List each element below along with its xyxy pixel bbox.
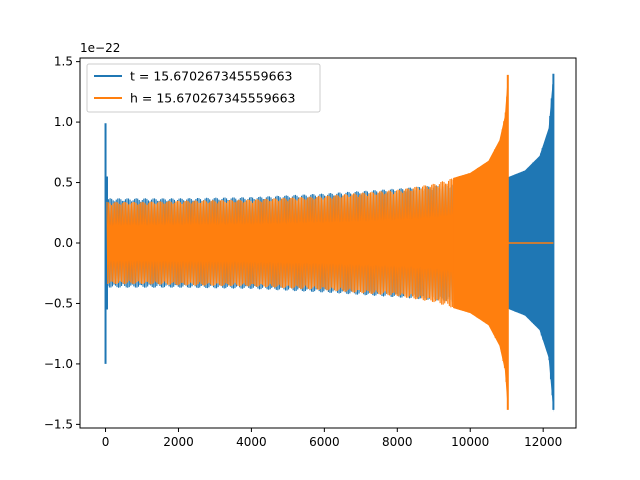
y-axis: −1.5 −1.0 −0.5 0.0 0.5 1.0 1.5 — [44, 55, 80, 431]
y-tick-label: −1.0 — [44, 357, 73, 371]
y-tick-label: −0.5 — [44, 296, 73, 310]
series-2-line — [106, 96, 509, 397]
legend-box — [86, 63, 321, 113]
y-tick-label: 0.5 — [54, 176, 73, 190]
x-tick-label: 8000 — [382, 435, 413, 449]
y-tick-label: 1.0 — [54, 115, 73, 129]
y-tick-label: 1.5 — [54, 55, 73, 69]
x-tick-label: 0 — [102, 435, 110, 449]
y-tick-label: 0.0 — [54, 236, 73, 250]
x-tick-label: 6000 — [309, 435, 340, 449]
x-tick-label: 4000 — [236, 435, 267, 449]
x-tick-label: 2000 — [163, 435, 194, 449]
y-tick-label: −1.5 — [44, 417, 73, 431]
y-offset-label: 1e−22 — [80, 41, 120, 55]
x-tick-label: 12000 — [524, 435, 562, 449]
series-2-dense-band — [453, 76, 508, 410]
legend-label-series-2: h = 15.670267345559663 — [130, 91, 296, 106]
legend: t = 15.670267345559663 h = 15.6702673455… — [86, 63, 321, 113]
x-axis: 0 2000 4000 6000 8000 10000 12000 — [102, 428, 562, 449]
x-tick-label: 10000 — [451, 435, 489, 449]
legend-label-series-1: t = 15.670267345559663 — [130, 69, 293, 84]
